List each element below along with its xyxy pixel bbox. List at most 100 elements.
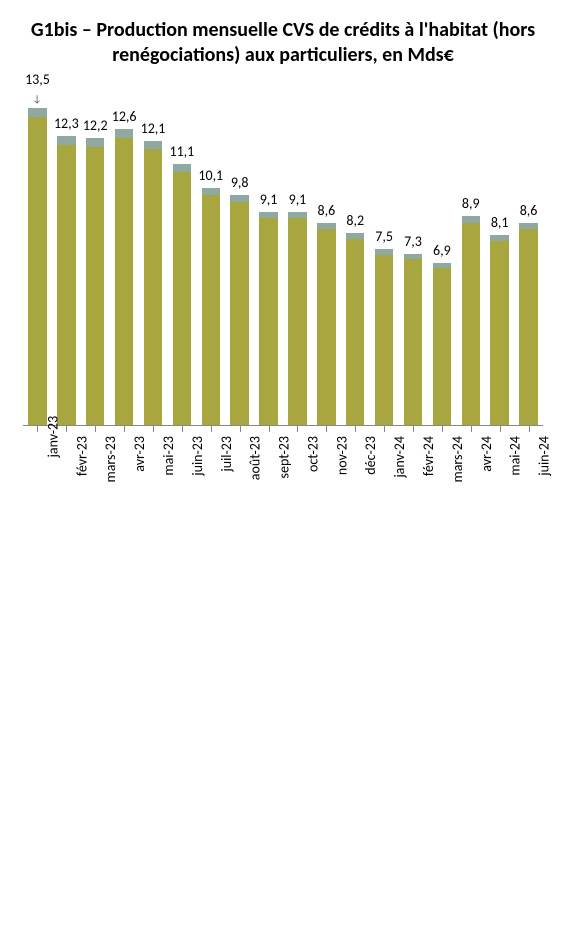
x-axis	[23, 425, 543, 426]
x-tick	[182, 426, 183, 432]
bar-main	[462, 223, 480, 426]
x-axis-label: juil-23	[218, 436, 235, 631]
value-label: 9,8	[220, 174, 260, 191]
value-label: 8,6	[509, 202, 549, 219]
bar-chart: 13,5↓12,312,212,612,111,110,19,89,19,18,…	[23, 96, 543, 514]
bar-main	[317, 229, 335, 426]
x-axis-label: janv-23	[44, 436, 61, 457]
bar-cap	[115, 129, 133, 138]
x-tick	[124, 426, 125, 432]
bar	[317, 223, 335, 426]
bar-main	[288, 218, 306, 426]
x-tick	[269, 426, 270, 432]
bar-main	[490, 241, 508, 426]
x-axis-label: janv-24	[391, 436, 408, 804]
x-tick	[442, 426, 443, 432]
value-label: 6,9	[422, 242, 462, 259]
x-axis-label: juin-23	[189, 436, 206, 602]
x-tick	[66, 426, 67, 432]
x-tick	[37, 426, 38, 432]
bar-cap	[433, 263, 451, 268]
bar-cap	[404, 254, 422, 259]
bar-cap	[490, 235, 508, 241]
bar-cap	[202, 188, 220, 195]
chart-title: G1bis – Production mensuelle CVS de créd…	[10, 18, 556, 68]
value-label: 12,1	[133, 120, 173, 137]
bar	[144, 141, 162, 426]
x-tick	[211, 426, 212, 432]
x-axis-label: févr-24	[420, 436, 437, 833]
x-axis-label: févr-23	[73, 436, 90, 486]
x-axis-label: août-23	[247, 436, 264, 660]
x-tick	[500, 426, 501, 432]
bar-main	[86, 147, 104, 426]
bar	[375, 249, 393, 426]
x-axis-label: oct-23	[304, 436, 321, 717]
x-axis-label: avr-24	[478, 436, 495, 891]
bar-main	[202, 195, 220, 426]
bar	[259, 212, 277, 427]
bar-main	[433, 268, 451, 426]
bar	[346, 233, 364, 426]
bar-main	[28, 117, 46, 426]
bar-main	[346, 239, 364, 426]
bar-main	[375, 255, 393, 426]
bar	[86, 138, 104, 426]
x-axis-label: avr-23	[131, 436, 148, 544]
bar-cap	[346, 233, 364, 239]
bar-main	[404, 259, 422, 426]
x-axis-label: sept-23	[276, 436, 293, 689]
bar-cap	[173, 164, 191, 172]
x-tick	[153, 426, 154, 432]
value-label: 11,1	[162, 143, 202, 160]
bar	[288, 212, 306, 427]
x-axis-label: mars-23	[102, 436, 119, 515]
bar	[57, 136, 75, 426]
x-axis-label: juin-24	[536, 436, 553, 949]
bar-cap	[462, 216, 480, 222]
x-axis-label: mai-23	[160, 436, 177, 573]
bar-cap	[375, 249, 393, 254]
bar	[28, 108, 46, 426]
x-tick	[413, 426, 414, 432]
bar	[490, 235, 508, 426]
plot-area: 13,5↓12,312,212,612,111,110,19,89,19,18,…	[23, 96, 543, 426]
bar	[173, 164, 191, 426]
bar-main	[57, 145, 75, 426]
bar	[433, 263, 451, 426]
bar-main	[519, 229, 537, 426]
value-label: 13,5	[17, 71, 57, 88]
x-tick	[355, 426, 356, 432]
x-tick	[297, 426, 298, 432]
bar-cap	[28, 108, 46, 118]
x-tick	[471, 426, 472, 432]
bar	[519, 223, 537, 426]
bar-cap	[86, 138, 104, 147]
value-label: 8,9	[451, 195, 491, 212]
bar-cap	[519, 223, 537, 229]
bar-cap	[317, 223, 335, 229]
bar	[404, 254, 422, 426]
x-axis-label: nov-23	[333, 436, 350, 746]
bar	[462, 216, 480, 426]
x-tick	[240, 426, 241, 432]
bar	[230, 195, 248, 426]
x-tick	[384, 426, 385, 432]
x-tick	[95, 426, 96, 432]
bar-main	[144, 149, 162, 426]
bar-cap	[259, 212, 277, 218]
value-label: 8,2	[335, 212, 375, 229]
down-arrow-icon: ↓	[32, 94, 41, 104]
x-tick	[326, 426, 327, 432]
bar-main	[230, 202, 248, 426]
bar-cap	[57, 136, 75, 145]
bar	[202, 188, 220, 426]
bar-main	[115, 138, 133, 426]
bar-main	[173, 172, 191, 426]
bar	[115, 129, 133, 426]
bar-main	[259, 218, 277, 426]
x-axis-label: mai-24	[507, 436, 524, 920]
x-axis-label: mars-24	[449, 436, 466, 862]
bar-cap	[288, 212, 306, 218]
x-tick	[529, 426, 530, 432]
